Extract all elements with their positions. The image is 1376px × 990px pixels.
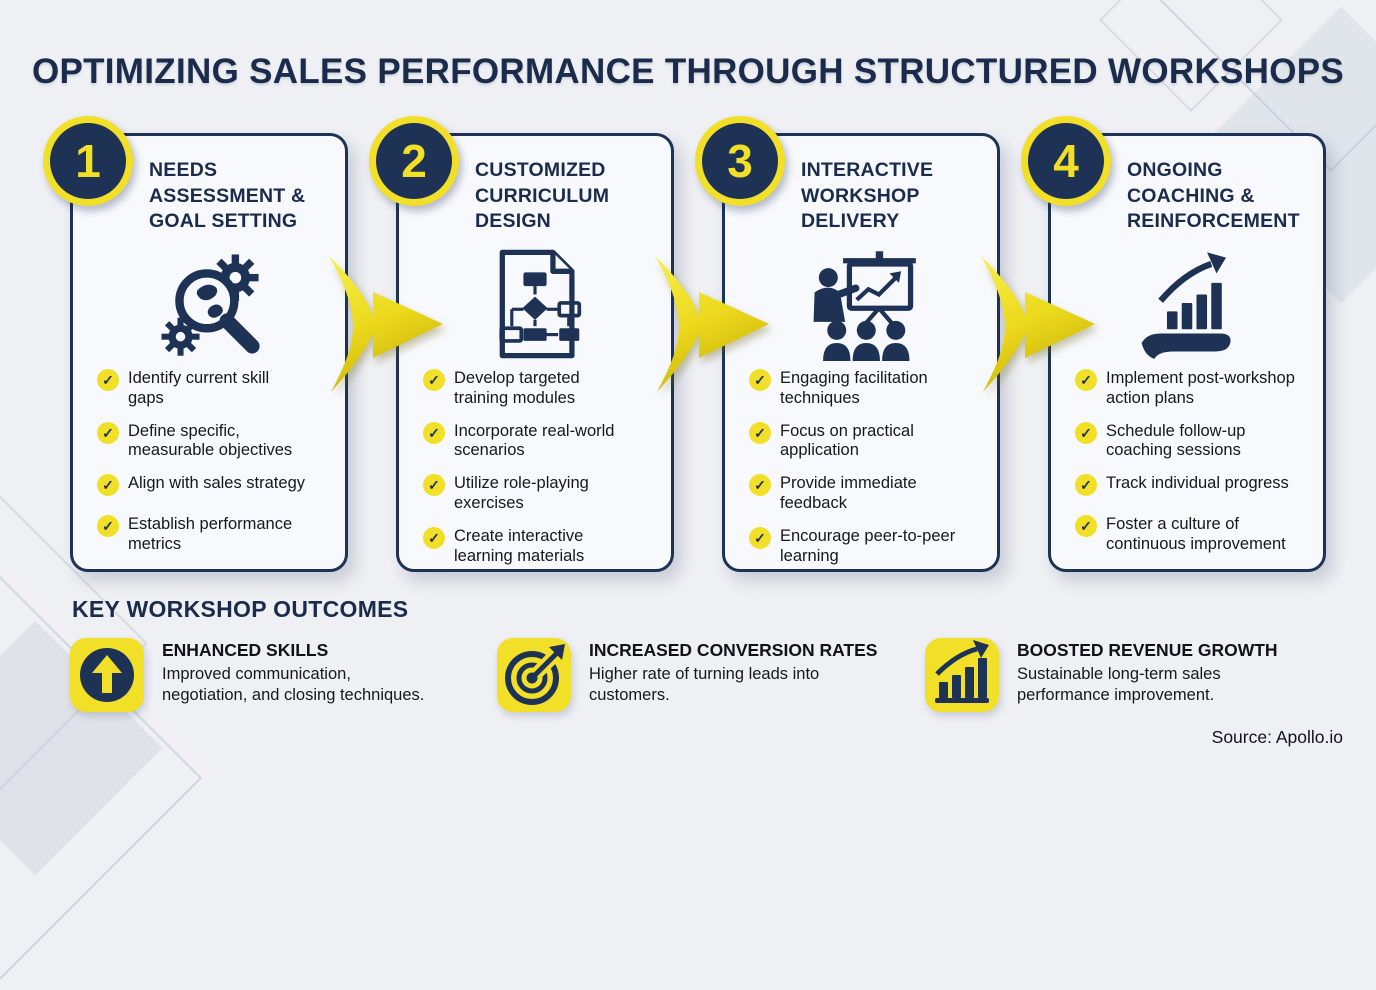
check-icon bbox=[1075, 515, 1097, 538]
checklist-item: Engaging facilitation techniques bbox=[749, 369, 985, 409]
check-icon bbox=[423, 421, 445, 444]
step-1-number-badge: 1 bbox=[43, 116, 133, 206]
check-icon bbox=[749, 526, 771, 549]
outcome-description: Improved communication, negotiation, and… bbox=[162, 665, 425, 704]
check-icon bbox=[97, 474, 119, 497]
check-icon bbox=[749, 369, 771, 391]
checklist-item-text: Track individual progress bbox=[1106, 474, 1289, 493]
checklist-item: Establish performance metrics bbox=[97, 515, 333, 555]
step-title: ONGOING COACHING & REINFORCEMENT bbox=[1127, 159, 1300, 233]
checklist-item-text: Provide immediate feedback bbox=[780, 474, 917, 512]
step-4-number-badge: 4 bbox=[1021, 116, 1111, 206]
checklist-item: Identify current skill gaps bbox=[97, 369, 333, 409]
checklist-item-text: Define specific, measurable objectives bbox=[128, 421, 293, 460]
step-card-1: 1 NEEDS ASSESSMENT & GOAL SETTING bbox=[43, 116, 348, 572]
checklist-item-text: Focus on practical application bbox=[780, 421, 914, 460]
step-number: 3 bbox=[727, 135, 753, 187]
target-icon bbox=[497, 638, 571, 712]
arrow-icon bbox=[329, 256, 443, 392]
step-checklist: Implement post-workshop action plans Sch… bbox=[1075, 369, 1311, 568]
outcome-increased-conversion: INCREASED CONVERSION RATES Higher rate o… bbox=[497, 638, 877, 712]
outcome-boosted-revenue: BOOSTED REVENUE GROWTH Sustainable long-… bbox=[925, 638, 1278, 712]
step-number: 2 bbox=[401, 135, 427, 187]
checklist-item-text: Identify current skill gaps bbox=[128, 369, 270, 407]
checklist-item: Develop targeted training modules bbox=[423, 369, 659, 409]
step-checklist: Develop targeted training modules Incorp… bbox=[423, 369, 659, 579]
source-attribution: Source: Apollo.io bbox=[1211, 727, 1343, 747]
check-icon bbox=[749, 474, 771, 497]
presenter-audience-icon bbox=[803, 246, 919, 362]
step-4-number-circle: 4 bbox=[1028, 123, 1104, 199]
checklist-item-text: Align with sales strategy bbox=[128, 474, 305, 493]
checklist-item: Create interactive learning materials bbox=[423, 526, 659, 567]
check-icon bbox=[1075, 421, 1097, 444]
checklist-item-text: Develop targeted training modules bbox=[454, 369, 580, 407]
corner-diamond-decoration bbox=[0, 565, 203, 990]
checklist-item-text: Incorporate real-world scenarios bbox=[454, 421, 615, 460]
outcomes-heading: KEY WORKSHOP OUTCOMES bbox=[72, 596, 409, 622]
check-icon bbox=[749, 421, 771, 444]
checklist-item-text: Foster a culture of continuous improveme… bbox=[1106, 515, 1286, 553]
checklist-item: Define specific, measurable objectives bbox=[97, 421, 333, 462]
checklist-item-text: Utilize role-playing exercises bbox=[454, 474, 589, 512]
flowchart-document-icon bbox=[477, 246, 593, 362]
outcome-text: ENHANCED SKILLS Improved communication, … bbox=[162, 638, 424, 706]
outcome-text: INCREASED CONVERSION RATES Higher rate o… bbox=[589, 638, 877, 706]
outcome-enhanced-skills: ENHANCED SKILLS Improved communication, … bbox=[70, 638, 424, 712]
step-card-4: 4 ONGOING COACHING & REINFORCEMENT Imple… bbox=[1021, 116, 1326, 572]
step-3-number-circle: 3 bbox=[702, 123, 778, 199]
checklist-item: Incorporate real-world scenarios bbox=[423, 421, 659, 462]
checklist-item-text: Implement post-workshop action plans bbox=[1106, 369, 1295, 407]
checklist-item-text: Create interactive learning materials bbox=[454, 526, 585, 565]
check-icon bbox=[423, 369, 445, 391]
outcome-title: INCREASED CONVERSION RATES bbox=[589, 640, 878, 660]
check-icon bbox=[1075, 369, 1097, 391]
checklist-item: Focus on practical application bbox=[749, 421, 985, 462]
outcome-text: BOOSTED REVENUE GROWTH Sustainable long-… bbox=[1017, 638, 1278, 706]
magnifier-gears-icon bbox=[151, 246, 267, 362]
step-number: 4 bbox=[1053, 135, 1079, 187]
arrow-icon bbox=[655, 256, 769, 392]
outcome-title: BOOSTED REVENUE GROWTH bbox=[1017, 640, 1278, 660]
step-card-2: 2 CUSTOMIZED CURRICULUM DESIGN Dev bbox=[369, 116, 674, 572]
checklist-item: Foster a culture of continuous improveme… bbox=[1075, 515, 1311, 555]
checklist-item: Implement post-workshop action plans bbox=[1075, 369, 1311, 409]
check-icon bbox=[423, 474, 445, 497]
check-icon bbox=[97, 369, 119, 391]
checklist-item: Align with sales strategy bbox=[97, 474, 333, 497]
outcome-title: ENHANCED SKILLS bbox=[162, 640, 329, 660]
check-icon bbox=[97, 421, 119, 444]
check-icon bbox=[97, 515, 119, 538]
checklist-item: Schedule follow-up coaching sessions bbox=[1075, 421, 1311, 462]
bar-growth-icon bbox=[925, 638, 999, 712]
page-title: OPTIMIZING SALES PERFORMANCE THROUGH STR… bbox=[31, 52, 1345, 91]
step-title: CUSTOMIZED CURRICULUM DESIGN bbox=[475, 159, 610, 233]
outcome-description: Sustainable long-term sales performance … bbox=[1017, 665, 1221, 704]
arrow-icon bbox=[981, 256, 1095, 392]
checklist-item: Provide immediate feedback bbox=[749, 474, 985, 514]
checklist-item-text: Schedule follow-up coaching sessions bbox=[1106, 421, 1246, 460]
step-card-3: 3 INTERACTIVE WORKSHOP DELIVERY Engaging… bbox=[695, 116, 1000, 572]
up-arrow-icon bbox=[70, 638, 144, 712]
step-2-number-circle: 2 bbox=[376, 123, 452, 199]
check-icon bbox=[1075, 474, 1097, 497]
checklist-item: Utilize role-playing exercises bbox=[423, 474, 659, 514]
step-2-number-badge: 2 bbox=[369, 116, 459, 206]
step-checklist: Engaging facilitation techniques Focus o… bbox=[749, 369, 985, 579]
checklist-item-text: Engaging facilitation techniques bbox=[780, 369, 928, 407]
check-icon bbox=[423, 526, 445, 549]
step-1-number-circle: 1 bbox=[50, 123, 126, 199]
checklist-item: Track individual progress bbox=[1075, 474, 1311, 497]
hand-growth-chart-icon bbox=[1129, 246, 1245, 362]
step-title: INTERACTIVE WORKSHOP DELIVERY bbox=[801, 159, 934, 233]
step-number: 1 bbox=[75, 135, 101, 187]
step-checklist: Identify current skill gaps Define speci… bbox=[97, 369, 333, 568]
outcome-description: Higher rate of turning leads into custom… bbox=[589, 665, 820, 704]
step-3-number-badge: 3 bbox=[695, 116, 785, 206]
checklist-item: Encourage peer-to-peer learning bbox=[749, 526, 985, 567]
checklist-item-text: Encourage peer-to-peer learning bbox=[780, 526, 956, 565]
checklist-item-text: Establish performance metrics bbox=[128, 515, 293, 553]
step-title: NEEDS ASSESSMENT & GOAL SETTING bbox=[149, 159, 306, 233]
